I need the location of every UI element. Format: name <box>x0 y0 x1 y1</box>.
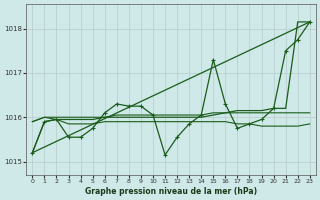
X-axis label: Graphe pression niveau de la mer (hPa): Graphe pression niveau de la mer (hPa) <box>85 187 257 196</box>
